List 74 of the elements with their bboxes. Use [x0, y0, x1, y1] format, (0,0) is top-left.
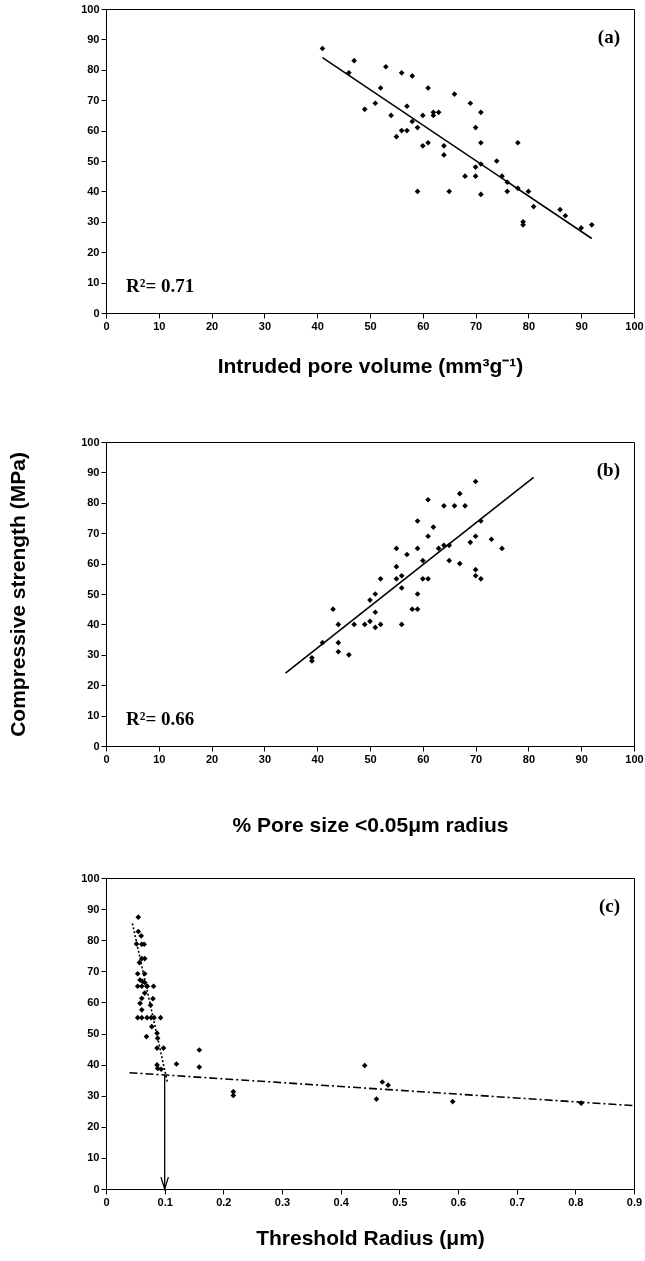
y-tick-label: 30: [87, 648, 100, 661]
x-tick-label: 60: [417, 319, 430, 332]
x-tick-label: 90: [575, 752, 588, 765]
x-axis-title: Intruded pore volume (mm³g⁻¹): [217, 353, 524, 377]
x-tick-label: 80: [522, 319, 536, 332]
x-tick-label: 50: [364, 752, 377, 765]
annotation: (a): [597, 26, 620, 48]
x-tick-label: 90: [575, 319, 588, 332]
x-tick-label: 0.7: [509, 1195, 525, 1208]
y-tick-label: 40: [87, 1058, 100, 1071]
y-tick-label: 70: [87, 526, 100, 539]
y-tick-label: 90: [87, 902, 100, 915]
x-tick-label: 0.1: [157, 1195, 173, 1208]
y-tick-label: 40: [87, 184, 100, 197]
annotation: (c): [598, 895, 620, 917]
x-tick-label: 40: [311, 752, 324, 765]
x-tick-label: 70: [469, 752, 483, 765]
y-tick-label: 10: [87, 276, 100, 289]
annotation: R²= 0.66: [126, 708, 195, 729]
x-tick-label: 80: [522, 752, 536, 765]
x-tick-label: 0.2: [216, 1195, 232, 1208]
y-tick-label: 10: [87, 709, 100, 722]
x-tick-label: 0: [103, 752, 110, 765]
x-tick-label: 70: [469, 319, 483, 332]
y-tick-label: 20: [87, 1120, 100, 1133]
x-axis-title: % Pore size <0.05μm radius: [232, 812, 509, 836]
y-tick-label: 30: [87, 1089, 100, 1102]
x-tick-label: 0.8: [568, 1195, 584, 1208]
y-tick-label: 100: [81, 2, 100, 15]
y-tick-label: 60: [87, 995, 100, 1008]
x-tick-label: 100: [625, 319, 644, 332]
y-axis-title: Compressive strength (MPa): [6, 452, 30, 737]
x-tick-label: 100: [625, 752, 644, 765]
y-tick-label: 70: [87, 964, 100, 977]
x-tick-label: 0.5: [392, 1195, 408, 1208]
x-tick-label: 20: [205, 752, 219, 765]
x-tick-label: 60: [417, 752, 430, 765]
x-tick-label: 0: [103, 1195, 110, 1208]
annotation: R²= 0.71: [126, 275, 195, 296]
x-tick-label: 50: [364, 319, 377, 332]
x-tick-label: 40: [311, 319, 324, 332]
y-tick-label: 20: [87, 678, 100, 691]
y-tick-label: 80: [87, 63, 100, 76]
y-tick-label: 40: [87, 617, 100, 630]
y-tick-label: 70: [87, 93, 100, 106]
y-tick-label: 10: [87, 1151, 100, 1164]
y-tick-label: 90: [87, 32, 100, 45]
x-tick-label: 0.3: [274, 1195, 291, 1208]
y-tick-label: 50: [87, 1027, 100, 1039]
x-tick-label: 0.9: [626, 1195, 643, 1208]
y-tick-label: 0: [93, 739, 100, 752]
y-tick-label: 0: [93, 306, 100, 319]
y-tick-label: 30: [87, 215, 100, 228]
x-tick-label: 10: [153, 752, 166, 765]
y-tick-label: 50: [87, 154, 100, 167]
x-tick-label: 0: [103, 319, 110, 332]
y-tick-label: 60: [87, 124, 100, 137]
y-tick-label: 0: [93, 1182, 100, 1195]
x-tick-label: 30: [258, 319, 272, 332]
y-tick-label: 80: [87, 496, 100, 509]
y-tick-label: 100: [81, 435, 100, 448]
y-tick-label: 50: [87, 587, 100, 600]
x-tick-label: 0.6: [450, 1195, 467, 1208]
y-tick-label: 90: [87, 465, 100, 478]
annotation: (b): [596, 459, 620, 481]
x-tick-label: 30: [258, 752, 272, 765]
x-axis-title: Threshold Radius (μm): [256, 1225, 485, 1249]
x-tick-label: 20: [205, 319, 219, 332]
x-tick-label: 0.4: [333, 1195, 350, 1208]
x-tick-label: 10: [153, 319, 166, 332]
y-tick-label: 60: [87, 557, 100, 570]
y-tick-label: 20: [87, 245, 100, 258]
y-tick-label: 100: [81, 871, 100, 884]
y-tick-label: 80: [87, 933, 100, 946]
